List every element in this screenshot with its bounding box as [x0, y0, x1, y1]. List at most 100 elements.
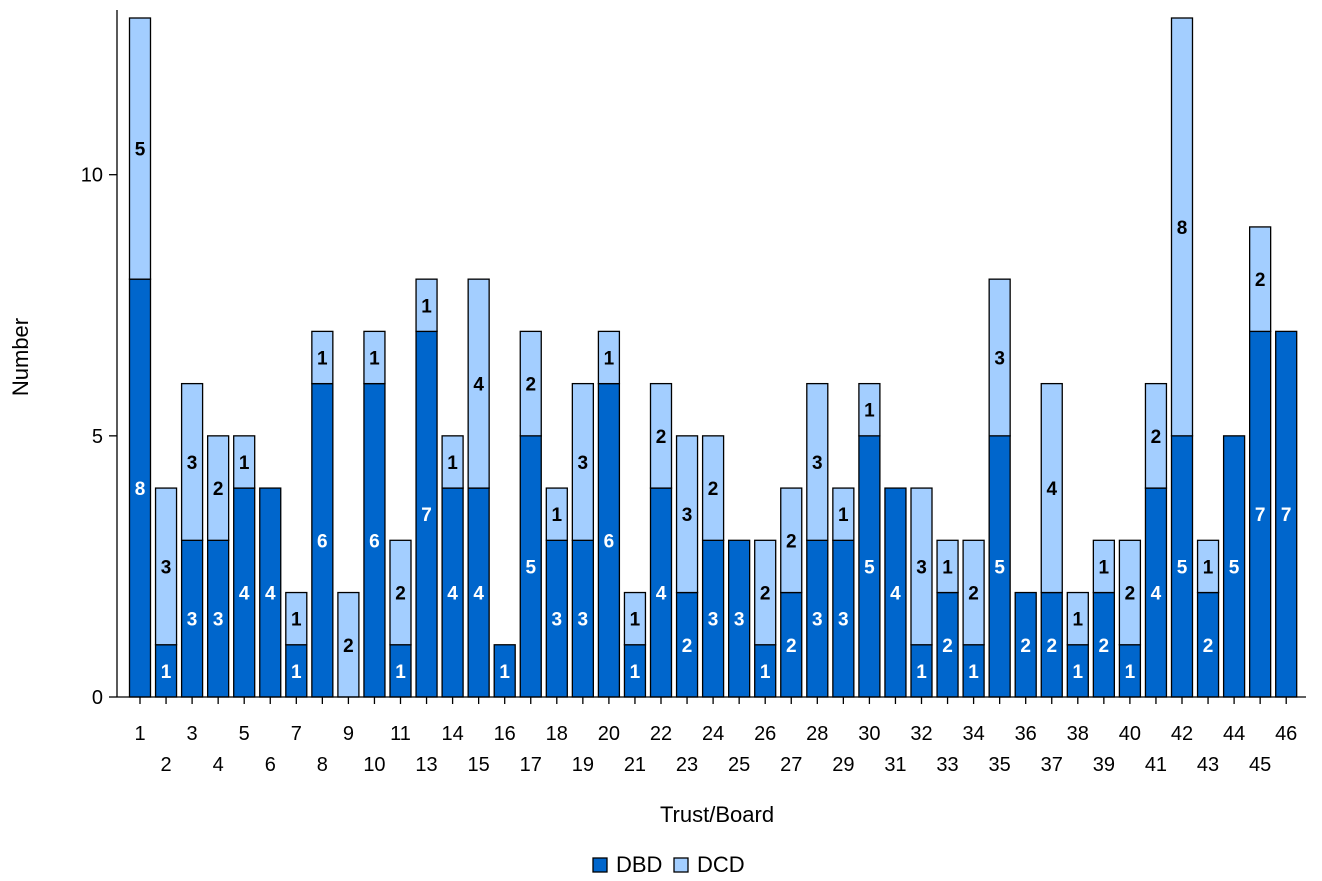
y-tick-label-0: 0	[92, 687, 103, 709]
legend-swatch-dcd	[673, 857, 689, 873]
x-tick-label-2: 2	[160, 754, 171, 776]
x-tick-label-19: 19	[572, 754, 594, 776]
legend-label-dcd: DCD	[697, 852, 745, 877]
bar-dcd-19	[571, 382, 594, 541]
data-label-dbd-32: 1	[916, 662, 927, 683]
x-tick-label-23: 23	[676, 754, 698, 776]
data-label-dcd-33: 1	[942, 557, 953, 578]
data-label-dbd-19: 3	[578, 610, 589, 631]
bar-dcd-5	[233, 435, 256, 489]
x-tick-label-32: 32	[910, 723, 932, 745]
data-label-dbd-37: 2	[1046, 636, 1057, 657]
x-tick-label-46: 46	[1275, 723, 1297, 745]
data-label-dcd-9: 2	[343, 636, 354, 657]
x-tick-label-8: 8	[317, 754, 328, 776]
x-tick-label-43: 43	[1197, 754, 1219, 776]
data-label-dcd-1: 5	[135, 140, 146, 161]
bar-dcd-8	[311, 330, 334, 385]
data-label-dcd-37: 4	[1046, 479, 1057, 500]
x-tick-label-17: 17	[520, 754, 542, 776]
bar-dcd-1	[128, 17, 152, 280]
y-axis-title: Number	[8, 318, 33, 396]
data-label-dbd-23: 2	[682, 636, 693, 657]
x-tick-label-35: 35	[989, 754, 1011, 776]
data-label-dbd-5: 4	[239, 584, 250, 605]
x-tick-label-4: 4	[213, 754, 224, 776]
data-label-dbd-45: 7	[1255, 505, 1266, 526]
x-tick-label-13: 13	[415, 754, 437, 776]
data-label-dcd-17: 2	[525, 375, 536, 396]
x-tick-label-1: 1	[134, 723, 145, 745]
data-label-dcd-38: 1	[1073, 610, 1084, 631]
bar-dcd-20	[597, 330, 621, 385]
data-label-dcd-40: 2	[1125, 584, 1136, 605]
x-tick-label-11: 11	[390, 723, 411, 745]
data-label-dbd-27: 2	[786, 636, 797, 657]
x-tick-label-41: 41	[1145, 754, 1167, 776]
data-label-dcd-24: 2	[708, 479, 719, 500]
bar-dcd-7	[285, 591, 308, 646]
bar-dcd-23	[675, 435, 699, 594]
data-label-dcd-21: 1	[630, 610, 641, 631]
x-tick-label-9: 9	[343, 723, 354, 745]
bar-dcd-17	[519, 330, 542, 437]
data-label-dcd-11: 2	[395, 584, 406, 605]
bar-dcd-29	[832, 487, 855, 541]
bar-dcd-18	[545, 487, 568, 541]
y-tick-label-10: 10	[81, 165, 103, 187]
bar-dcd-34	[962, 539, 985, 646]
data-label-dcd-19: 3	[578, 453, 589, 474]
x-tick-label-6: 6	[265, 754, 276, 776]
bar-dcd-21	[623, 591, 647, 646]
data-label-dbd-35: 5	[994, 557, 1005, 578]
bar-dcd-28	[806, 382, 829, 541]
data-label-dcd-28: 3	[812, 453, 823, 474]
x-tick-label-16: 16	[494, 723, 516, 745]
bar-dcd-41	[1144, 382, 1168, 489]
x-tick-label-21: 21	[624, 754, 646, 776]
data-label-dcd-39: 1	[1099, 557, 1110, 578]
data-label-dbd-29: 3	[838, 610, 849, 631]
x-tick-label-37: 37	[1041, 754, 1063, 776]
data-label-dbd-22: 4	[656, 584, 667, 605]
data-label-dcd-2: 3	[161, 557, 172, 578]
data-labels-layer: 8513333241411612611271414415231336111422…	[135, 140, 1292, 683]
x-tick-label-38: 38	[1067, 723, 1089, 745]
bar-dcd-38	[1066, 591, 1089, 646]
data-label-dcd-22: 2	[656, 427, 667, 448]
bar-dcd-39	[1092, 539, 1115, 594]
data-label-dbd-21: 1	[630, 662, 641, 683]
data-label-dbd-30: 5	[864, 557, 875, 578]
x-tick-label-42: 42	[1171, 723, 1193, 745]
data-label-dcd-27: 2	[786, 531, 797, 552]
data-label-dbd-11: 1	[395, 662, 406, 683]
data-label-dbd-25: 3	[734, 610, 745, 631]
x-tick-label-31: 31	[884, 754, 906, 776]
data-label-dbd-28: 3	[812, 610, 823, 631]
axes-layer: 1234567891011131415161718192021222324252…	[81, 10, 1306, 776]
x-tick-label-30: 30	[858, 723, 880, 745]
data-label-dbd-13: 7	[421, 505, 432, 526]
x-tick-label-25: 25	[728, 754, 750, 776]
x-tick-label-36: 36	[1015, 723, 1037, 745]
data-label-dcd-41: 2	[1151, 427, 1162, 448]
data-label-dbd-3: 3	[187, 610, 198, 631]
data-label-dbd-6: 4	[265, 584, 276, 605]
data-label-dcd-34: 2	[968, 584, 979, 605]
x-tick-label-20: 20	[598, 723, 620, 745]
x-tick-label-28: 28	[806, 723, 828, 745]
bar-dcd-37	[1040, 382, 1063, 594]
bar-dcd-35	[988, 278, 1011, 437]
bar-dcd-30	[858, 382, 881, 437]
data-label-dbd-26: 1	[760, 662, 771, 683]
data-label-dcd-5: 1	[239, 453, 250, 474]
bar-dcd-22	[649, 382, 673, 489]
x-tick-label-5: 5	[239, 723, 250, 745]
x-tick-label-26: 26	[754, 723, 776, 745]
x-tick-label-40: 40	[1119, 723, 1141, 745]
x-tick-label-14: 14	[441, 723, 463, 745]
bar-dcd-32	[910, 487, 933, 646]
bar-dcd-40	[1118, 539, 1142, 646]
data-label-dbd-42: 5	[1177, 557, 1188, 578]
y-tick-label-5: 5	[92, 426, 103, 448]
